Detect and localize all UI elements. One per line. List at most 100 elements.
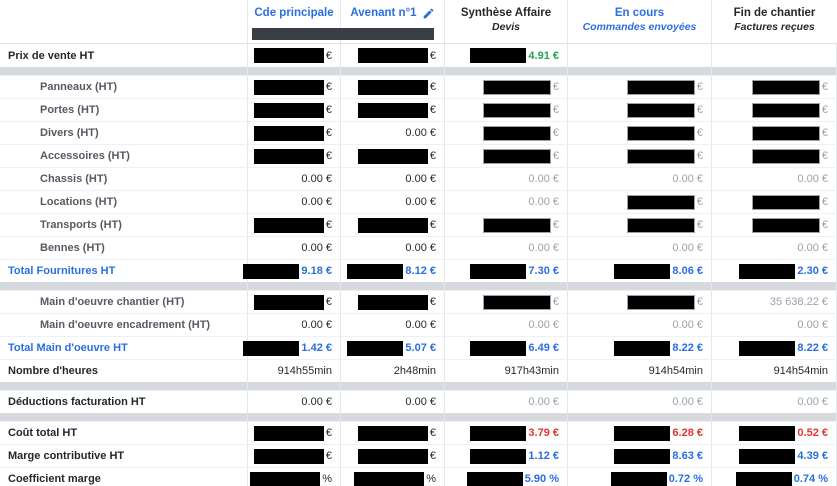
cell-value: € — [821, 219, 828, 231]
table-row: Coefficient marge%% 5.90 % 0.72 % 0.74 % — [0, 467, 837, 486]
table-row: Déductions facturation HT 0.00 € 0.00 € 0.0… — [0, 390, 837, 413]
column-subtitle: Factures reçues — [734, 21, 815, 33]
redacted-value — [739, 448, 796, 464]
column-header-synthese-affaire: Synthèse Affaire Devis — [444, 0, 567, 43]
value-cell: 0.00 € — [247, 314, 340, 336]
cell-value: 0.00 € — [405, 319, 436, 331]
column-header-avenant[interactable]: Avenant n°1 — [340, 0, 444, 43]
redacted-value — [739, 425, 796, 441]
separator-segment — [340, 67, 444, 75]
separator-segment — [444, 413, 567, 421]
cell-value: 0.00 € — [405, 173, 436, 185]
cell-value: € — [696, 127, 703, 139]
cell-value: 0.52 € — [797, 427, 828, 439]
value-cell: € — [340, 422, 444, 444]
cell-value: 3.79 € — [528, 427, 559, 439]
cell-value: € — [429, 296, 436, 308]
value-cell: € — [711, 76, 837, 98]
value-cell: € — [247, 291, 340, 313]
cell-value: € — [552, 219, 559, 231]
value-cell: 0.00 € — [444, 237, 567, 259]
cell-value: 6.49 € — [528, 342, 559, 354]
cell-value: € — [821, 150, 828, 162]
redacted-value — [751, 148, 820, 164]
redacted-value — [253, 448, 324, 464]
separator-band — [0, 382, 837, 390]
separator-segment — [247, 382, 340, 390]
cell-value: 914h55min — [277, 365, 332, 377]
value-cell: 0.00 € — [567, 314, 711, 336]
cell-value: 4.39 € — [797, 450, 828, 462]
value-cell: 0.72 % — [567, 468, 711, 486]
cell-value: 6.28 € — [672, 427, 703, 439]
separator-segment — [247, 413, 340, 421]
cell-value: % — [426, 473, 436, 485]
cell-value: € — [325, 150, 332, 162]
redacted-value — [243, 263, 300, 279]
redacted-value — [357, 448, 428, 464]
redacted-value — [626, 79, 695, 95]
value-cell: € — [340, 291, 444, 313]
redacted-value — [482, 125, 551, 141]
pencil-icon[interactable] — [422, 7, 435, 20]
value-cell: € — [444, 76, 567, 98]
cell-value: 0.00 € — [672, 319, 703, 331]
column-title[interactable]: Avenant n°1 — [350, 7, 417, 19]
redacted-value — [253, 425, 324, 441]
cell-value: 0.00 € — [528, 396, 559, 408]
cell-value: 0.00 € — [301, 173, 332, 185]
column-title[interactable]: Cde principale — [254, 7, 334, 19]
column-header-cde-principale[interactable]: Cde principale — [247, 0, 340, 43]
column-header-en-cours[interactable]: En cours Commandes envoyées — [567, 0, 711, 43]
redacted-value — [253, 48, 324, 63]
column-subtitle[interactable]: Commandes envoyées — [582, 21, 697, 33]
cell-value: € — [429, 219, 436, 231]
separator-segment — [567, 67, 711, 75]
cell-value: 0.00 € — [797, 173, 828, 185]
value-cell: 0.00 € — [567, 168, 711, 190]
value-cell: € — [567, 122, 711, 144]
cell-value: 914h54min — [773, 365, 828, 377]
table-row: Transports (HT) € € € € € — [0, 213, 837, 236]
redacted-value — [253, 79, 324, 95]
cell-value: 914h54min — [648, 365, 703, 377]
cell-value: € — [325, 427, 332, 439]
header-spacer — [0, 0, 247, 43]
value-cell: € — [247, 214, 340, 236]
row-label: Transports (HT) — [40, 219, 122, 231]
cell-value: € — [821, 196, 828, 208]
cell-value: € — [821, 127, 828, 139]
cell-value: € — [429, 150, 436, 162]
separator-band — [0, 413, 837, 421]
redacted-value — [739, 340, 796, 356]
row-label: Main d'oeuvre encadrement (HT) — [40, 319, 211, 331]
cell-value: € — [552, 127, 559, 139]
cell-value: 7.30 € — [528, 265, 559, 277]
cell-value: 0.00 € — [405, 242, 436, 254]
redacted-value — [253, 217, 324, 233]
value-cell: 0.00 € — [247, 168, 340, 190]
cell-value: 8.63 € — [672, 450, 703, 462]
cell-value: 0.00 € — [405, 127, 436, 139]
row-label: Total Fournitures HT — [8, 265, 116, 277]
redacted-value — [482, 294, 551, 310]
cell-value: 9.18 € — [301, 265, 332, 277]
value-cell: € — [444, 122, 567, 144]
column-title: Synthèse Affaire — [460, 7, 552, 19]
redacted-value — [253, 125, 324, 141]
table-row: Panneaux (HT) € € € € € — [0, 75, 837, 98]
cell-value: 8.12 € — [405, 265, 436, 277]
value-cell: € — [567, 191, 711, 213]
redacted-value — [739, 263, 796, 279]
value-cell: 5.90 % — [444, 468, 567, 486]
value-cell: % — [340, 468, 444, 486]
table-row: Total Fournitures HT 9.18 € 8.12 € 7.30 € 8.… — [0, 259, 837, 282]
table-row: Main d'oeuvre chantier (HT) € € € €35 638.22… — [0, 290, 837, 313]
value-cell: € — [247, 76, 340, 98]
value-cell: € — [444, 291, 567, 313]
cell-value: 0.74 % — [793, 473, 828, 485]
redacted-value — [253, 148, 324, 164]
column-title[interactable]: En cours — [614, 7, 665, 19]
table-header: Cde principale Avenant n°1 Synthèse Affa… — [0, 0, 837, 44]
value-cell: € — [247, 99, 340, 121]
